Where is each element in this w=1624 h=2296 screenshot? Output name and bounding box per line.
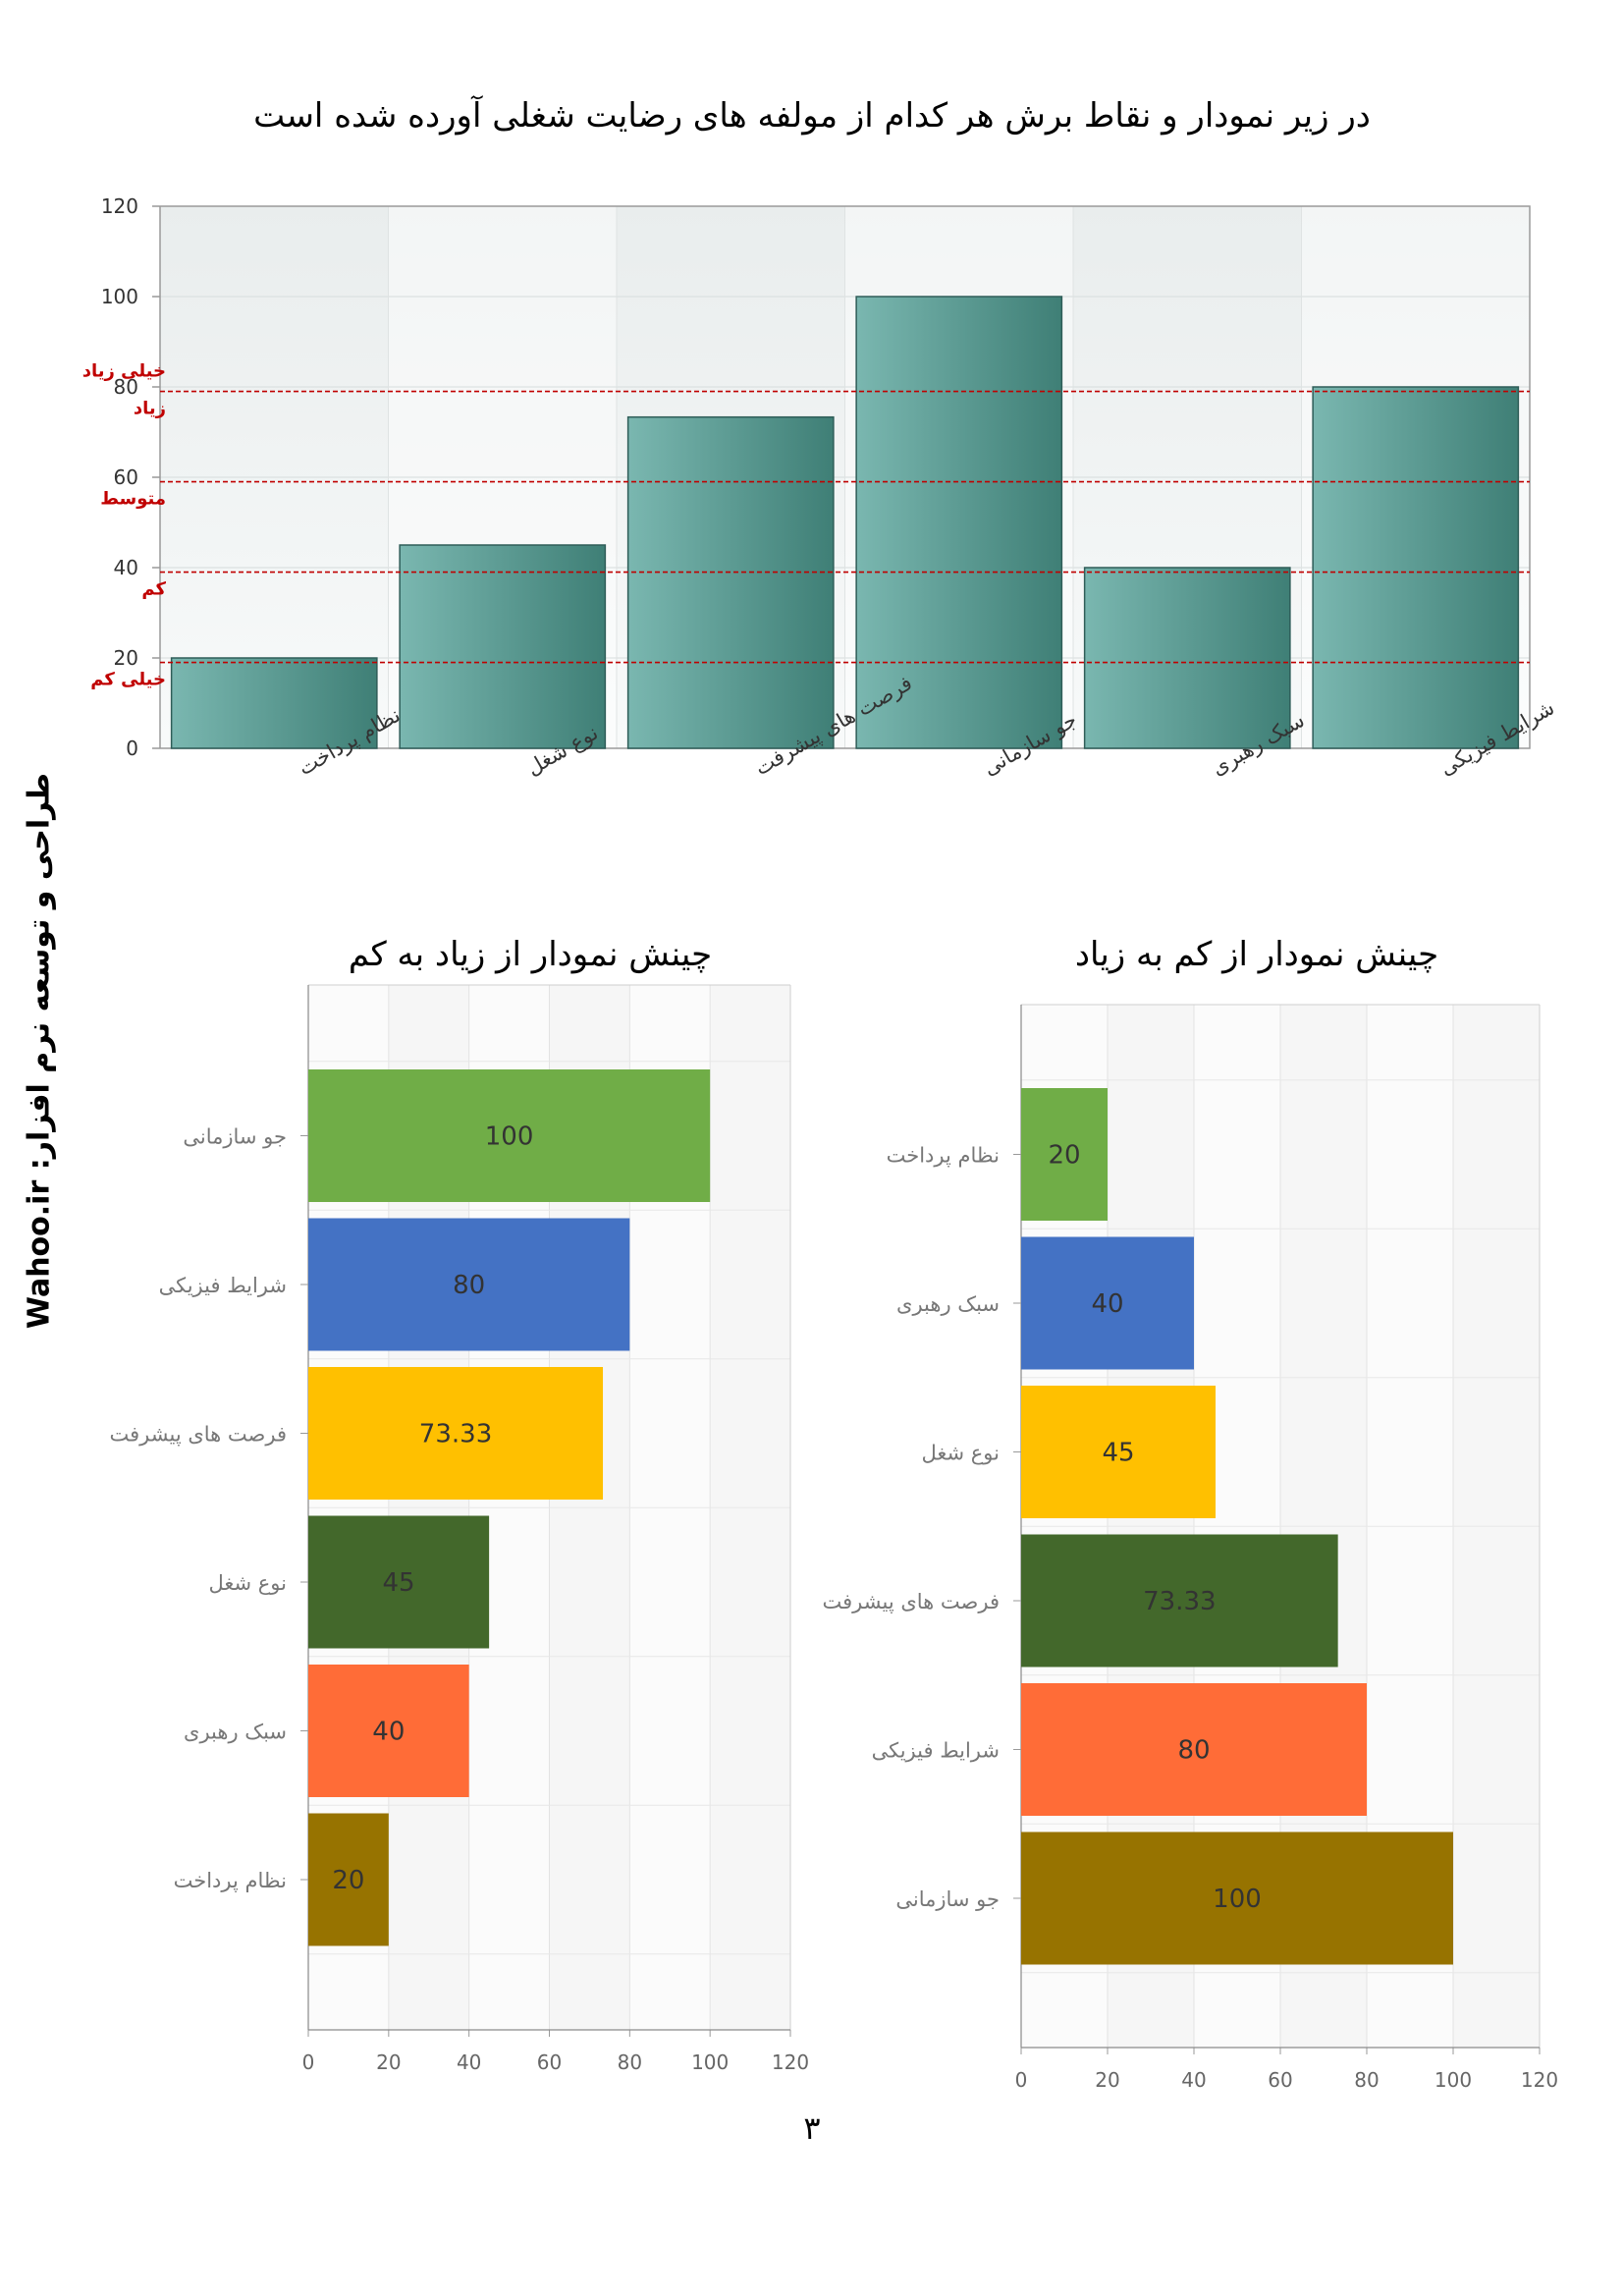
y-category-label: جو سازمانی [183,1125,287,1149]
data-label: 20 [1048,1141,1080,1171]
data-label: 40 [1091,1289,1123,1319]
chart-title-desc: چینش نمودار از زیاد به کم [348,935,713,974]
y-category-label: جو سازمانی [895,1887,1000,1911]
data-label: 73.33 [1143,1587,1216,1616]
y-category-label: فرصت های پیشرفت [823,1590,1001,1613]
data-label: 100 [485,1122,534,1152]
y-category-label: نوع شغل [921,1442,1000,1465]
y-category-label: شرایط فیزیکی [872,1739,1000,1763]
x-tick-label: 0 [1015,2068,1028,2092]
y-category-label: نظام پرداخت [174,1869,287,1892]
bar-5 [1083,567,1291,749]
page-title: در زیر نمودار و نقاط برش هر کدام از مولف… [253,96,1371,136]
bar-2 [399,544,607,749]
x-tick-label: 100 [1435,2068,1472,2092]
bar-1 [308,1069,711,1202]
bar-3 [626,415,835,749]
cut-label: خیلی کم [90,670,166,690]
bar-1 [1021,1088,1108,1221]
bar-2 [308,1218,630,1351]
bar-1 [170,657,378,749]
x-tick-label: 120 [772,2050,809,2074]
plot-border [159,205,1531,749]
x-tick-label: 0 [302,2050,315,2074]
page-number: ۳ [803,2109,821,2147]
cut-label: کم [141,579,166,600]
bar-5 [1021,1683,1367,1816]
bar-4 [1021,1534,1338,1667]
x-tick-label: 120 [1521,2068,1558,2092]
bar-4 [855,296,1063,749]
y-category-label: سبک رهبری [896,1292,1000,1316]
chart-title-asc: چینش نمودار از کم به زیاد [1074,935,1439,974]
bar-6 [308,1813,389,1946]
y-tick-label: 80 [114,375,138,399]
x-tick-label: 80 [1354,2068,1379,2092]
x-tick-label: 80 [618,2050,642,2074]
bar-3 [1021,1386,1216,1518]
y-tick-label: 20 [114,646,138,670]
bar-4 [308,1515,490,1649]
x-tick-label: 20 [1095,2068,1119,2092]
data-label: 80 [453,1271,485,1300]
cut-label: زیاد [134,399,166,419]
y-category-label: نوع شغل [208,1571,287,1595]
y-category-label: نظام پرداخت [887,1144,1000,1168]
bar-6 [1021,1831,1453,1965]
bar-3 [308,1367,604,1500]
main-bar-chart: 0 20 40 60 80 100 120 خیلی زیاد زیاد متوسط کم خیلی … [82,194,1558,780]
x-tick-label: 40 [1181,2068,1206,2092]
y-tick-label: 60 [114,465,138,489]
data-label: 40 [372,1718,405,1747]
x-tick-label: 20 [376,2050,401,2074]
y-category-label: شرایط فیزیکی [159,1274,287,1297]
y-category-label: فرصت های پیشرفت [110,1423,288,1447]
data-label: 45 [383,1568,415,1598]
cut-label: متوسط [100,489,166,510]
y-category-label: سبک رهبری [184,1721,287,1744]
bar-6 [1312,386,1520,749]
x-tick-label: 100 [691,2050,729,2074]
data-label: 20 [332,1866,364,1895]
y-tick-label: 40 [114,556,138,579]
data-label: 100 [1213,1885,1262,1914]
bar-2 [1021,1236,1194,1370]
x-tick-label: 60 [537,2050,562,2074]
bar-5 [308,1665,469,1797]
y-tick-label: 120 [101,194,138,218]
y-tick-label: 0 [126,737,138,760]
y-tick-label: 100 [101,285,138,308]
x-tick-label: 40 [457,2050,481,2074]
data-label: 80 [1177,1736,1210,1766]
x-tick-label: 60 [1268,2068,1292,2092]
data-label: 45 [1102,1439,1134,1468]
cut-label: خیلی زیاد [82,361,166,382]
data-label: 73.33 [419,1420,492,1449]
